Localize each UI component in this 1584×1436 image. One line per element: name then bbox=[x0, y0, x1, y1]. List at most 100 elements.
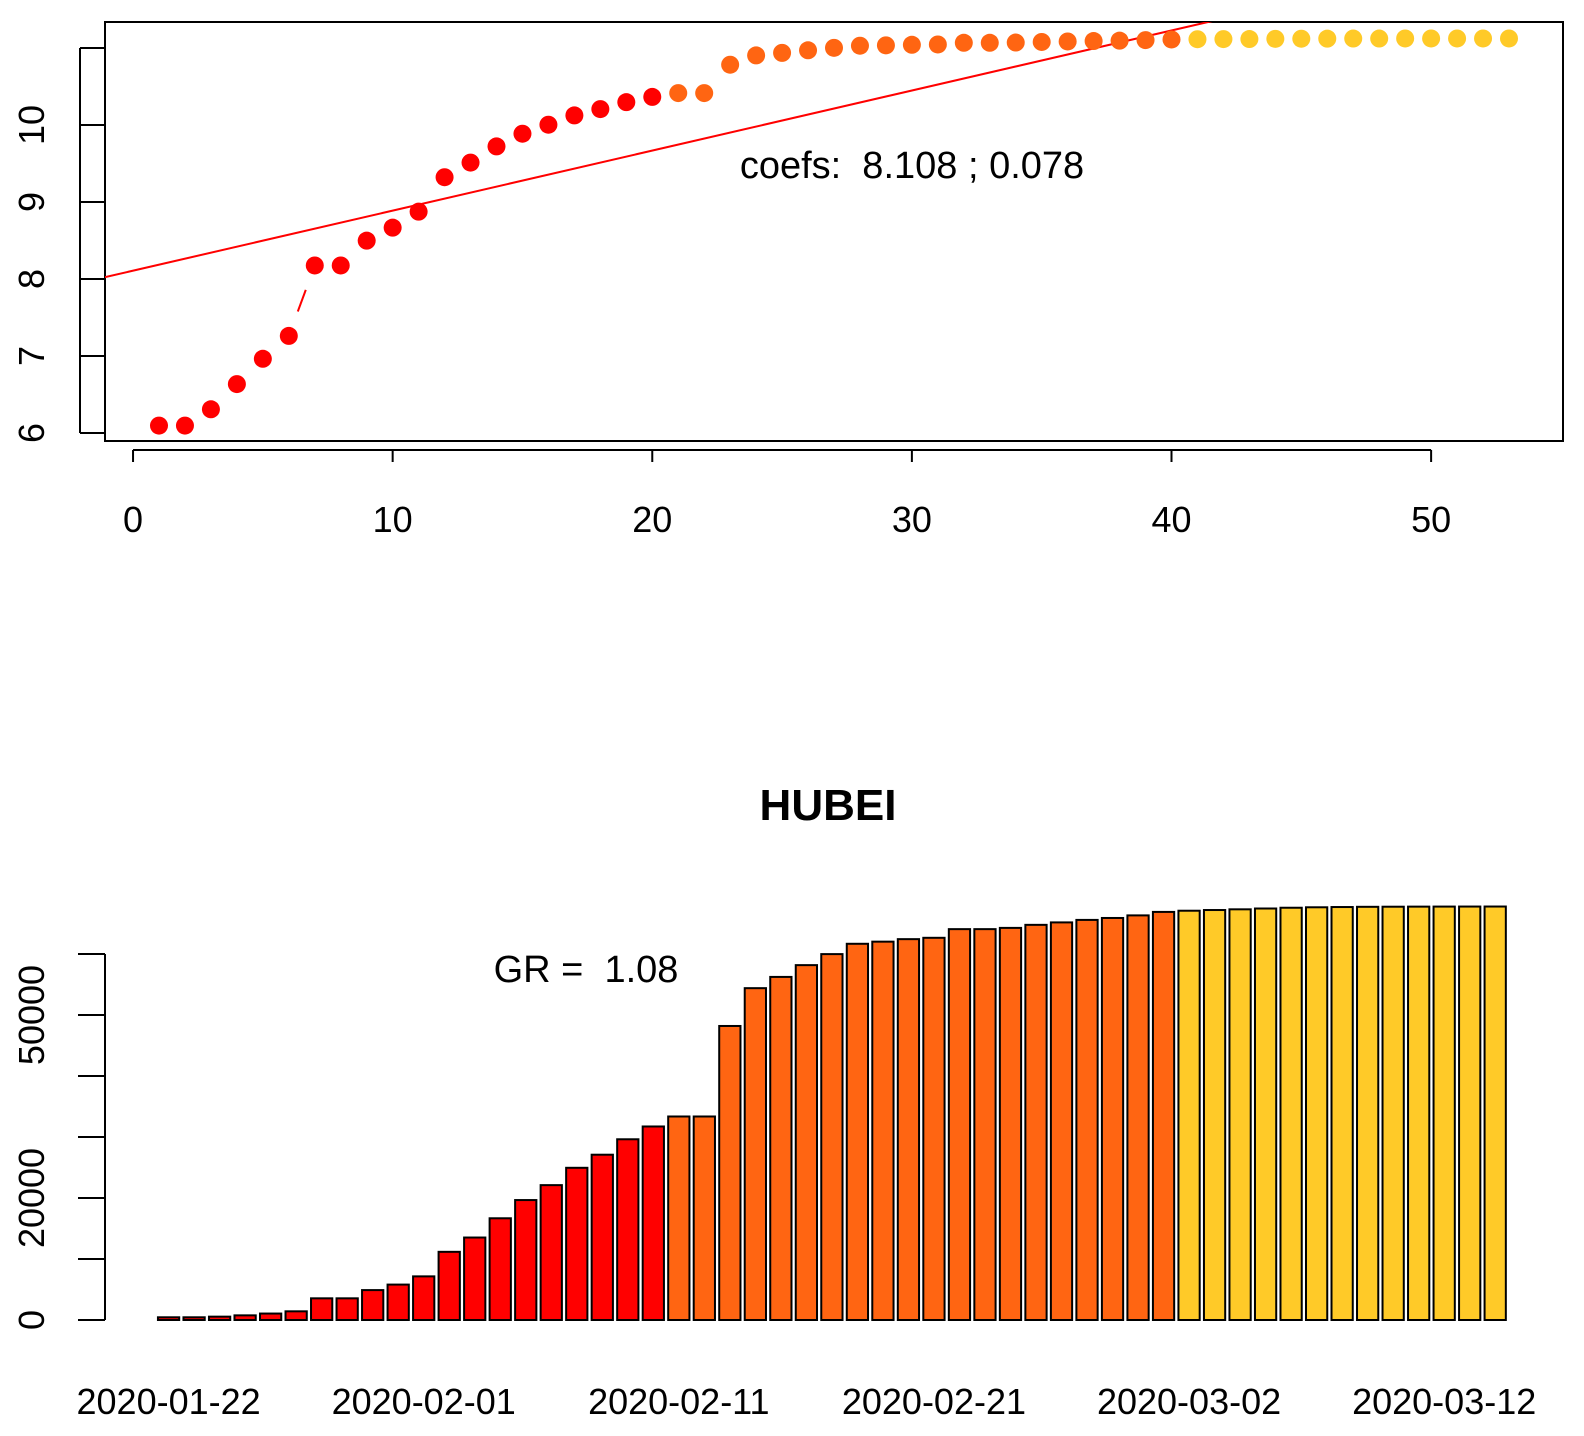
point bbox=[954, 33, 973, 52]
x-tick-label: 20 bbox=[632, 499, 672, 540]
point bbox=[1032, 32, 1051, 51]
point bbox=[150, 416, 168, 435]
bar bbox=[1228, 908, 1252, 1322]
bar bbox=[1381, 905, 1405, 1321]
bar bbox=[565, 1166, 589, 1322]
bar bbox=[973, 928, 997, 1321]
point bbox=[799, 41, 818, 60]
point bbox=[1136, 31, 1155, 50]
bar bbox=[233, 1314, 257, 1321]
bar bbox=[1407, 905, 1431, 1321]
x-tick-label: 0 bbox=[123, 499, 143, 540]
bar bbox=[667, 1115, 691, 1322]
bar bbox=[896, 938, 921, 1321]
y-tick-label: 9 bbox=[11, 192, 52, 212]
point bbox=[487, 137, 506, 156]
point bbox=[1292, 29, 1311, 48]
point bbox=[227, 375, 246, 394]
y-tick-label: 7 bbox=[11, 346, 52, 366]
bar bbox=[616, 1138, 640, 1322]
y-tick-label: 8 bbox=[11, 269, 52, 289]
connector bbox=[296, 289, 307, 312]
bar bbox=[1432, 905, 1456, 1321]
point bbox=[1214, 30, 1233, 49]
x-tick-label: 2020-01-22 bbox=[77, 1381, 261, 1422]
bar bbox=[947, 928, 972, 1321]
bar bbox=[539, 1184, 563, 1321]
x-tick-label: 10 bbox=[373, 499, 413, 540]
bar bbox=[361, 1289, 385, 1322]
point bbox=[1370, 29, 1389, 48]
bar bbox=[1126, 914, 1150, 1321]
bar bbox=[514, 1199, 538, 1322]
point bbox=[591, 100, 610, 119]
point bbox=[902, 35, 921, 54]
x-tick-label: 40 bbox=[1151, 499, 1191, 540]
point bbox=[1240, 30, 1259, 49]
y-tick-label: 0 bbox=[11, 1310, 52, 1330]
point bbox=[201, 400, 220, 419]
point bbox=[1448, 29, 1467, 48]
y-tick-label: 6 bbox=[11, 423, 52, 443]
point bbox=[1318, 29, 1337, 48]
point bbox=[513, 124, 532, 143]
point bbox=[305, 256, 324, 275]
bar bbox=[1304, 906, 1329, 1321]
bar bbox=[386, 1283, 410, 1322]
bar bbox=[1253, 907, 1278, 1321]
bar bbox=[1151, 910, 1176, 1321]
x-tick-label: 2020-03-02 bbox=[1097, 1381, 1281, 1422]
x-tick-label: 30 bbox=[892, 499, 932, 540]
bar bbox=[922, 936, 946, 1321]
point bbox=[825, 38, 843, 57]
bar bbox=[998, 926, 1023, 1321]
point bbox=[331, 256, 350, 275]
bar bbox=[692, 1115, 716, 1322]
point bbox=[565, 106, 584, 125]
x-tick-label: 2020-03-12 bbox=[1352, 1381, 1536, 1422]
point bbox=[1500, 29, 1518, 48]
y-tick-label: 10 bbox=[11, 105, 52, 145]
bar bbox=[488, 1217, 512, 1321]
fit-line bbox=[105, 22, 1213, 279]
point bbox=[876, 36, 895, 55]
bar bbox=[1483, 905, 1507, 1321]
point bbox=[539, 115, 558, 134]
annotation: GR = 1.08 bbox=[494, 949, 679, 991]
bar bbox=[1049, 921, 1074, 1321]
point bbox=[461, 153, 480, 172]
point bbox=[695, 84, 714, 103]
point bbox=[1188, 30, 1207, 49]
fit-group bbox=[105, 22, 1213, 279]
bar bbox=[845, 942, 870, 1322]
bar bbox=[794, 964, 819, 1321]
point bbox=[1058, 32, 1077, 51]
bar bbox=[743, 987, 767, 1321]
bar bbox=[412, 1275, 436, 1322]
bar bbox=[590, 1153, 614, 1322]
point bbox=[1110, 31, 1129, 50]
point bbox=[721, 55, 740, 74]
bar bbox=[284, 1310, 308, 1321]
bar bbox=[1024, 923, 1048, 1321]
bar bbox=[1202, 909, 1227, 1321]
y-tick-label: 20000 bbox=[11, 1148, 52, 1248]
point bbox=[175, 416, 194, 435]
point bbox=[435, 168, 454, 187]
bar bbox=[207, 1315, 232, 1321]
bar bbox=[718, 1024, 742, 1321]
point bbox=[253, 349, 272, 368]
bar bbox=[1356, 905, 1380, 1321]
bar bbox=[820, 953, 844, 1321]
bar bbox=[156, 1316, 181, 1321]
bar bbox=[769, 975, 793, 1322]
bar bbox=[1075, 918, 1099, 1322]
bar bbox=[641, 1125, 665, 1321]
point bbox=[357, 231, 376, 250]
point bbox=[980, 33, 999, 52]
bar bbox=[335, 1297, 359, 1321]
point bbox=[1006, 33, 1025, 52]
point bbox=[1162, 30, 1181, 49]
bar bbox=[437, 1250, 461, 1322]
point bbox=[383, 218, 402, 237]
